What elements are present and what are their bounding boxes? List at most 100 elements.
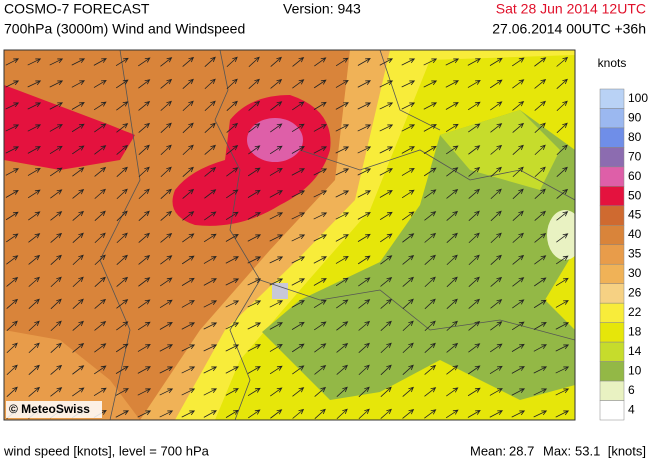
wind-arrow [380,342,392,354]
wind-arrow [357,190,372,198]
wind-arrow [116,166,128,177]
legend-label: 70 [628,149,642,163]
wind-arrow [555,410,570,418]
wind-arrow [138,210,150,222]
wind-arrow [291,321,305,330]
wind-arrow [116,188,128,200]
wind-arrow [50,211,63,221]
wind-arrow [160,144,172,156]
wind-arrow [490,166,502,177]
wind-arrow [50,298,62,310]
wind-arrow [336,321,349,331]
wind-arrow [49,167,63,177]
wind-arrow [28,298,40,310]
wind-arrow [248,123,261,133]
subtitle: 700hPa (3000m) Wind and Windspeed [4,21,245,37]
wind-arrow [159,277,173,287]
wind-arrow [490,254,502,265]
wind-arrow [468,276,480,287]
wind-arrow [292,365,305,375]
wind-region [4,330,140,420]
wind-arrow [93,101,107,111]
wind-arrow [446,276,458,288]
wind-arrow [28,211,41,221]
wind-arrow [27,58,42,66]
wind-arrow [160,166,172,178]
mean-label: Mean: [470,443,506,458]
wind-arrow [336,342,349,353]
wind-arrow [512,254,525,265]
legend-swatch [599,108,625,129]
wind-arrow [181,322,196,330]
wind-arrow [6,277,19,287]
wind-arrow [534,78,547,89]
wind-arrow [225,278,240,286]
wind-arrow [291,234,306,242]
wind-arrow [555,300,569,308]
wind-arrow [204,144,216,155]
wind-arrow [115,388,129,396]
wind-arrow [270,123,283,133]
wind-arrow [204,78,216,90]
wind-arrow [226,100,238,111]
wind-arrow [446,167,459,177]
max-label: Max: [543,443,571,458]
wind-arrow [489,410,504,418]
wind-arrow [424,254,436,265]
wind-arrow [50,189,63,199]
wind-arrow [269,145,283,155]
wind-arrow [72,342,85,353]
wind-arrow [72,298,84,310]
wind-arrow [5,146,20,154]
wind-arrow [72,387,85,397]
wind-region [440,110,560,190]
wind-arrow [379,168,393,176]
wind-arrow [424,320,436,332]
wind-arrow [49,145,63,155]
wind-arrow [225,256,239,264]
wind-arrow [247,278,262,286]
wind-arrow [423,58,438,66]
wind-arrow [226,56,238,68]
wind-arrow [159,410,174,418]
wind-arrow [556,56,569,67]
borders [99,50,575,420]
wind-arrow [248,56,260,68]
wind-arrow [401,167,415,176]
wind-arrow [225,189,239,199]
wind-arrow [182,166,194,177]
legend-swatch [599,322,625,343]
wind-arrow [181,255,195,265]
wind-arrow [138,166,150,178]
copyright-box [6,401,102,418]
wind-arrow [467,101,481,111]
wind-arrow [94,276,106,287]
wind-arrow [468,145,481,155]
legend-label: 60 [628,169,642,183]
wind-arrow [181,388,196,396]
wind-arrow [533,366,548,374]
wind-arrow [533,388,548,396]
wind-arrow [116,210,128,222]
wind-arrow [445,58,460,66]
wind-arrow [380,255,393,265]
wind-arrow [446,387,459,397]
wind-arrow [72,189,85,199]
wind-arrow [446,210,459,221]
wind-arrow [401,102,416,110]
wind-arrow [71,123,85,133]
wind-arrow [313,79,327,89]
wind-arrow [203,322,218,330]
wind-arrow [379,80,394,88]
wind-arrow [314,386,327,397]
wind-arrow [446,232,458,243]
wind-arrow [160,122,172,134]
wind-arrow [423,167,437,177]
wind-arrow [379,146,394,154]
wind-arrow [27,124,42,132]
wind-arrow [335,146,350,154]
wind-arrow [402,254,415,265]
wind-arrow [28,254,41,265]
legend-label: 14 [628,344,642,358]
wind-arrow [534,122,546,134]
